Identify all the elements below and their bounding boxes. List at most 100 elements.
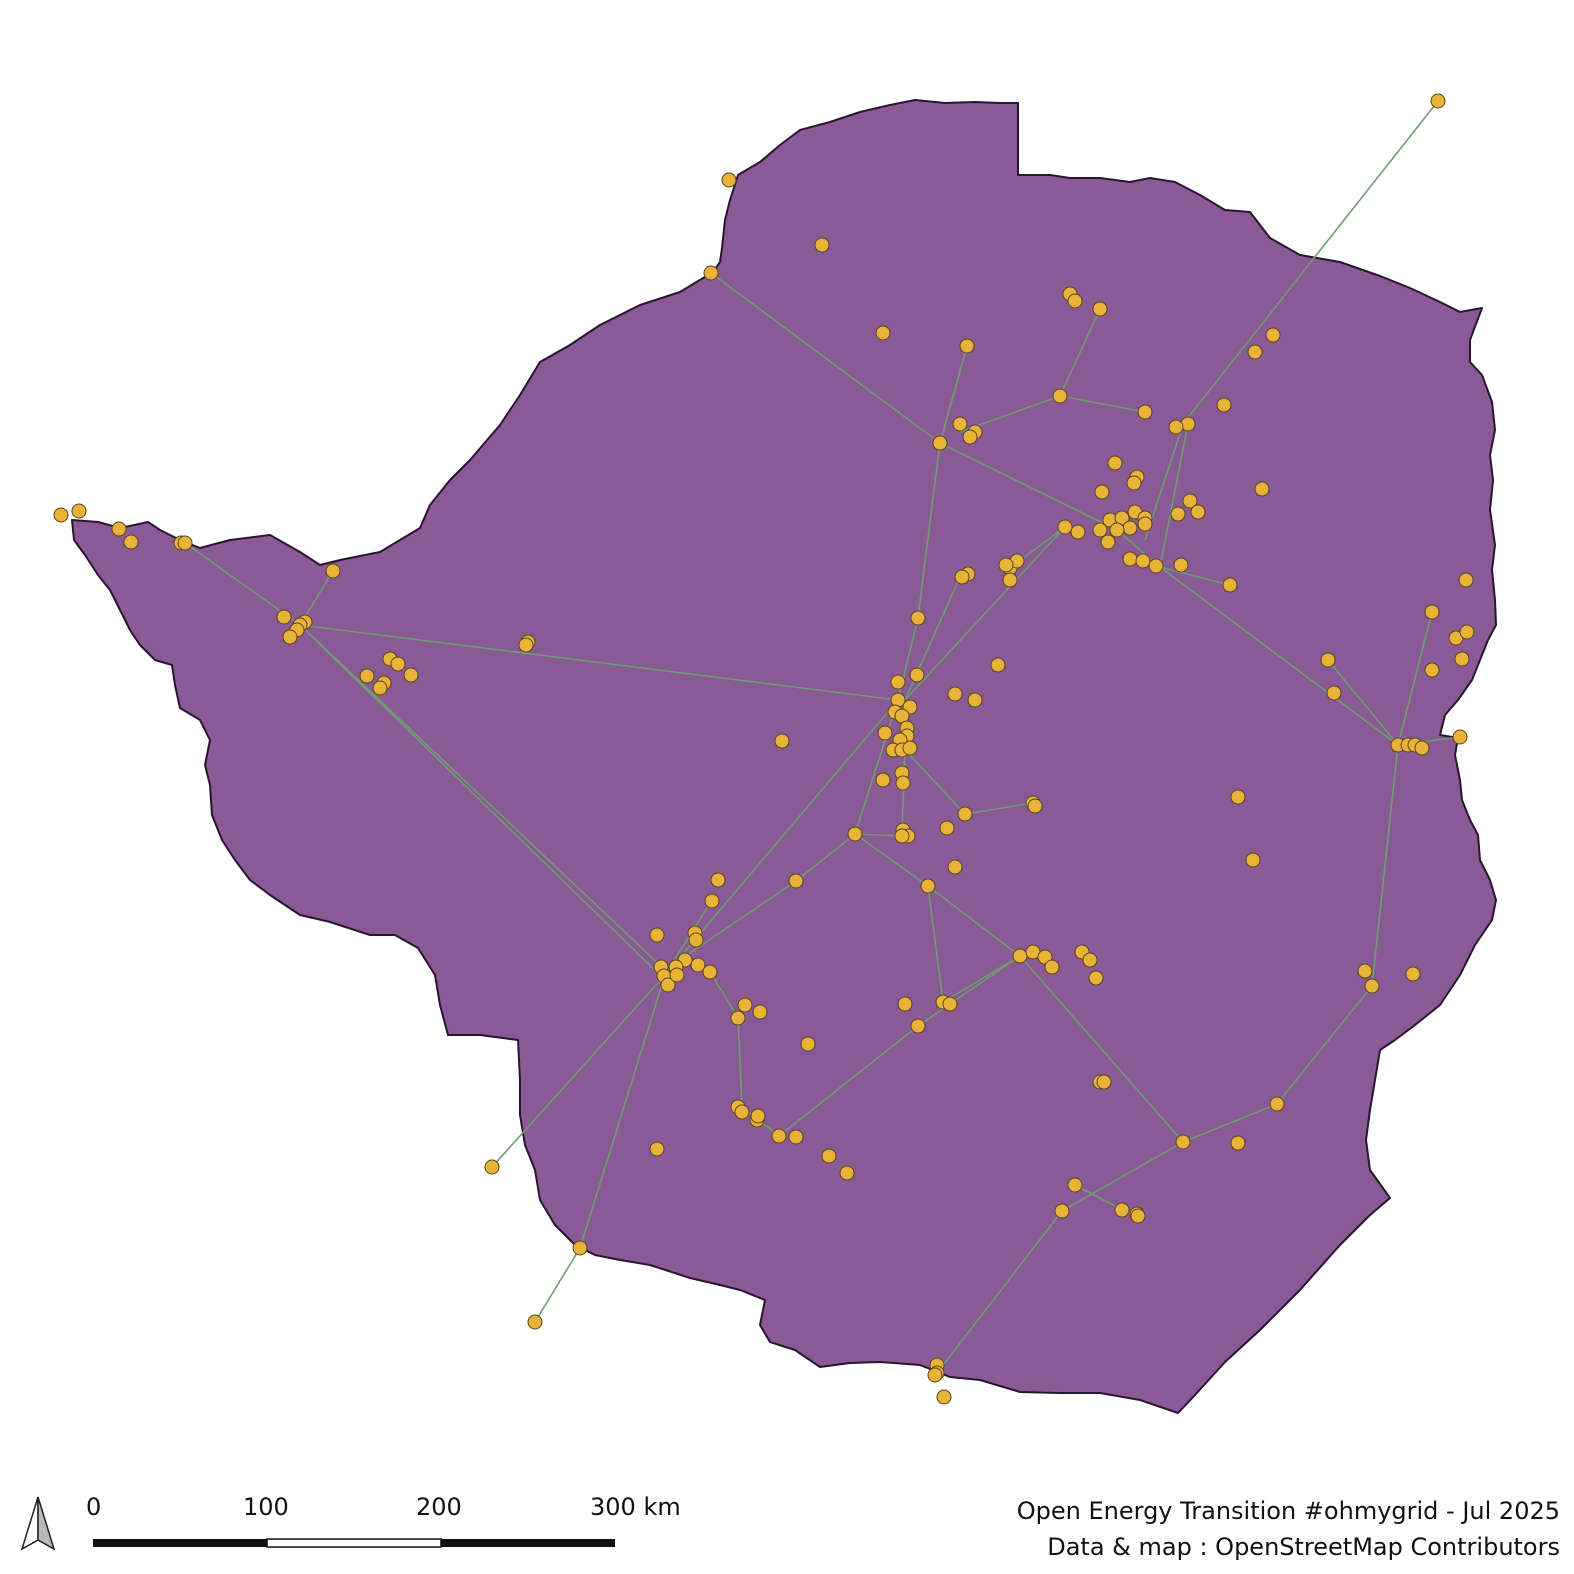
substation-marker [788,873,804,889]
substation-marker [1067,1177,1083,1193]
power-line [579,974,666,1249]
power-line [1059,395,1146,413]
scale-label-200: 200 [416,1493,462,1521]
substation-marker [1454,651,1470,667]
substation-marker [649,1141,665,1157]
power-line [936,1210,1063,1374]
power-line [491,974,666,1168]
substation-marker [276,609,292,625]
substation-marker [752,1004,768,1020]
substation-marker [1230,789,1246,805]
power-line [854,833,903,837]
substation-marker [895,775,911,791]
substation-marker [932,435,948,451]
substation-marker [998,557,1014,573]
substation-marker [890,674,906,690]
power-line [942,955,1021,1003]
substation-marker [177,535,193,551]
substation-marker [690,957,706,973]
substation-marker [649,927,665,943]
substation-marker [1088,970,1104,986]
substation-marker [920,878,936,894]
substation-marker [1458,572,1474,588]
substation-marker [750,1108,766,1124]
power-line [917,442,941,619]
substation-marker [1414,740,1430,756]
substation-marker [1245,852,1261,868]
substation-marker [1222,577,1238,593]
substation-marker [572,1240,588,1256]
substation-marker [1326,685,1342,701]
power-line [1182,100,1439,425]
power-line [534,1247,581,1323]
power-line [927,885,944,1003]
substation-marker [1122,551,1138,567]
power-line [964,802,1034,815]
substation-marker [967,692,983,708]
country-shape [71,99,1497,1414]
power-line [927,885,1021,957]
substation-marker [936,1389,952,1405]
substation-marker [1002,572,1018,588]
substation-marker [1173,557,1189,573]
substation-marker [1107,455,1123,471]
power-line [664,699,899,976]
substation-marker [282,629,298,645]
substation-marker [1430,93,1446,109]
substation-marker [1054,1203,1070,1219]
substation-marker [957,806,973,822]
substation-marker [875,772,891,788]
substation-marker [734,1104,750,1120]
substation-marker [669,967,685,983]
substation-marker [484,1159,500,1175]
substation-marker [1170,506,1186,522]
substation-marker [947,686,963,702]
substation-marker [1182,493,1198,509]
substation-marker [952,416,968,432]
substation-marker [660,977,676,993]
substation-marker [1052,388,1068,404]
power-line [854,833,929,887]
substation-marker [1405,966,1421,982]
substation-marker [1216,397,1232,413]
substation-marker [788,1129,804,1145]
power-line [1276,985,1373,1105]
power-line [917,955,1021,1027]
substation-marker [821,1148,837,1164]
substation-marker [1070,524,1086,540]
power-line [1019,955,1184,1143]
power-line [1371,744,1399,987]
substation-marker [737,997,753,1013]
power-line [939,442,1118,531]
power-line [904,526,1066,701]
substation-marker [1082,952,1098,968]
substation-marker [875,325,891,341]
substation-marker [894,828,910,844]
substation-marker [1320,652,1336,668]
power-line [710,272,941,444]
substation-marker [403,667,419,683]
power-line [299,624,666,981]
power-line [1327,659,1399,746]
substation-marker [1364,978,1380,994]
power-line [854,699,899,835]
substation-marker [939,820,955,836]
substation-marker [1130,1208,1146,1224]
substation-marker [1247,344,1263,360]
substation-marker [947,859,963,875]
substation-marker [1175,1134,1191,1150]
substation-marker [1092,522,1108,538]
substation-marker [702,964,718,980]
substation-marker [1459,624,1475,640]
power-line [1159,566,1399,746]
substation-marker [71,503,87,519]
power-line [904,749,966,815]
power-line [299,624,899,701]
substation-marker [839,1165,855,1181]
substation-marker [704,893,720,909]
substation-marker [730,1010,746,1026]
substation-marker [1357,963,1373,979]
substation-marker [1096,1074,1112,1090]
substation-marker [1190,504,1206,520]
substation-marker [927,1367,943,1383]
